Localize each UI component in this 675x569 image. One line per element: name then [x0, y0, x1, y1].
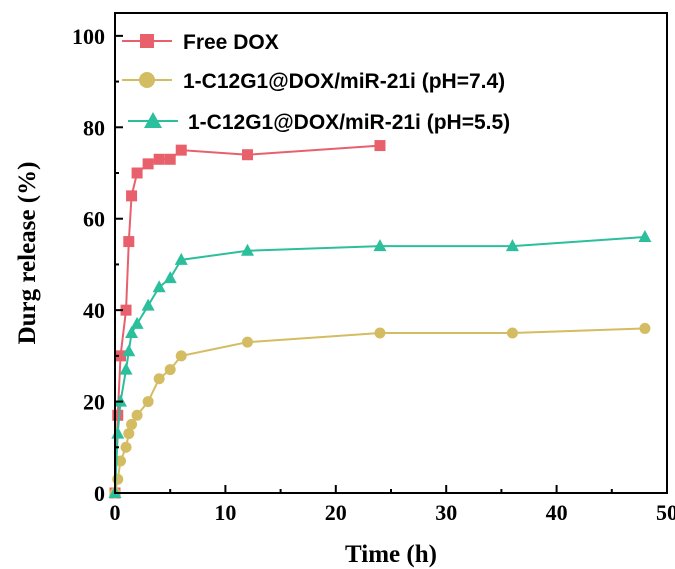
data-point	[119, 362, 133, 375]
data-point	[112, 473, 124, 485]
legend-marker	[144, 112, 162, 128]
legend-label: Free DOX	[183, 31, 279, 54]
y-tick-label: 0	[94, 481, 105, 506]
data-point	[175, 144, 187, 156]
data-point	[505, 239, 519, 252]
data-point	[153, 153, 165, 165]
data-point	[122, 344, 136, 357]
data-point	[120, 441, 132, 453]
data-point	[112, 409, 124, 421]
y-tick-label: 20	[83, 390, 105, 415]
y-tick-label: 40	[83, 298, 105, 323]
y-axis-title: Durg release (%)	[14, 162, 41, 345]
y-tick-label: 100	[72, 24, 105, 49]
data-point	[111, 426, 125, 439]
x-tick-label: 40	[546, 500, 568, 525]
legend-item-2: 1-C12G1@DOX/miR-21i (pH=7.4)	[122, 70, 505, 93]
data-point	[115, 455, 127, 467]
data-point	[125, 326, 139, 338]
data-point	[639, 322, 651, 334]
legend-item-1: Free DOX	[122, 31, 279, 54]
y-tick-label: 60	[83, 207, 105, 232]
y-tick-label: 80	[83, 115, 105, 140]
data-point	[374, 140, 386, 152]
data-point	[131, 167, 143, 179]
legend: Free DOX 1-C12G1@DOX/miR-21i (pH=7.4) 1-C1…	[122, 31, 510, 134]
series-line	[114, 236, 645, 494]
data-point	[126, 418, 138, 430]
legend-marker	[139, 72, 155, 88]
x-tick-label: 0	[110, 500, 121, 525]
data-point	[374, 327, 386, 339]
data-point	[126, 190, 138, 202]
data-point	[153, 373, 165, 385]
data-point	[123, 236, 135, 248]
x-tick-label: 50	[656, 500, 675, 525]
x-tick-label: 30	[435, 500, 457, 525]
data-point	[130, 316, 144, 329]
series-line	[114, 327, 645, 494]
data-point	[142, 158, 154, 170]
plot-area	[108, 140, 652, 499]
data-point	[175, 350, 187, 362]
data-point	[131, 409, 143, 421]
series-line	[114, 144, 381, 494]
data-point	[120, 304, 132, 316]
x-axis-title: Time (h)	[345, 541, 437, 568]
data-point	[373, 239, 387, 252]
legend-label: 1-C12G1@DOX/miR-21i (pH=7.4)	[183, 70, 505, 93]
data-point	[152, 280, 166, 293]
legend-item-3: 1-C12G1@DOX/miR-21i (pH=5.5)	[128, 111, 510, 134]
data-point	[174, 252, 188, 265]
legend-label: 1-C12G1@DOX/miR-21i (pH=5.5)	[188, 111, 510, 134]
data-point	[141, 298, 155, 311]
data-point	[241, 149, 253, 161]
data-point	[115, 350, 127, 362]
series-2	[109, 322, 651, 499]
series-1	[109, 140, 386, 499]
data-point	[164, 153, 176, 165]
series-3	[108, 230, 652, 498]
x-tick-label: 10	[214, 500, 236, 525]
data-point	[142, 396, 154, 408]
data-point	[163, 271, 177, 284]
data-point	[164, 364, 176, 376]
data-point	[123, 428, 135, 440]
x-tick-label: 20	[325, 500, 347, 525]
data-point	[241, 336, 253, 348]
data-point	[638, 230, 652, 242]
data-point	[506, 327, 518, 339]
axes: 0 10 20 30 40 50 0 20 40 60 80 100	[72, 12, 675, 525]
legend-marker	[140, 34, 154, 48]
data-point	[240, 243, 254, 256]
